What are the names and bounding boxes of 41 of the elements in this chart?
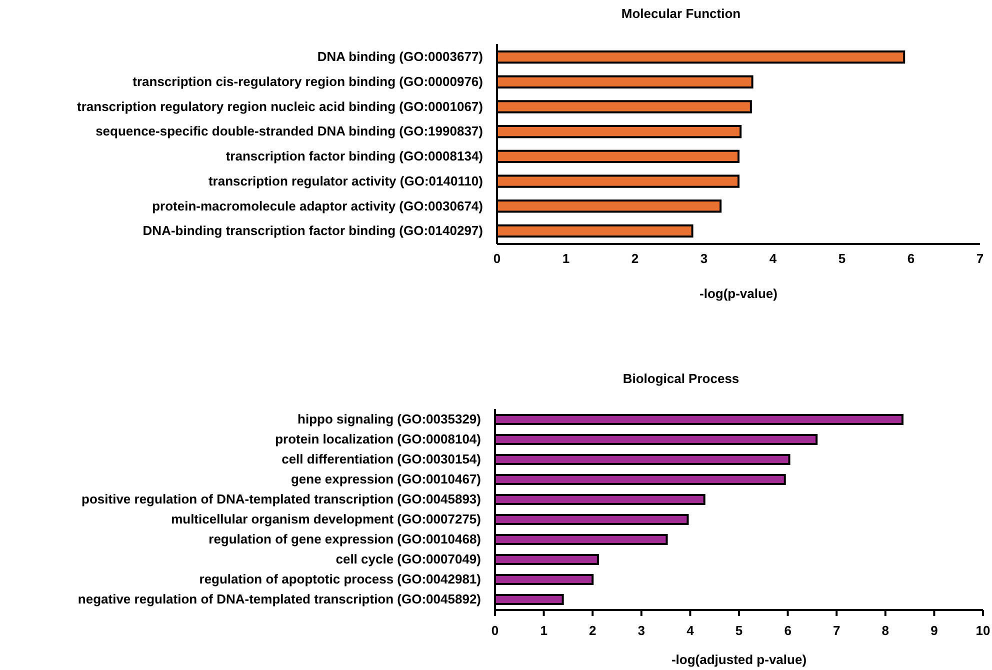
- chart-title: Molecular Function: [621, 6, 741, 21]
- y-tick-label: protein localization (GO:0008104): [275, 432, 481, 447]
- x-tick-label: 2: [631, 251, 639, 266]
- x-tick-label: 6: [784, 623, 792, 638]
- y-tick-label: sequence-specific double-stranded DNA binding (GO:1990837): [96, 124, 483, 139]
- x-tick-label: 9: [930, 623, 938, 638]
- y-tick-label: cell differentiation (GO:0030154): [282, 452, 481, 467]
- x-tick-label: 3: [700, 251, 708, 266]
- x-tick-label: 10: [976, 623, 990, 638]
- chart-title: Biological Process: [622, 371, 740, 386]
- y-tick-label: transcription cis-regulatory region binding (GO:0000976): [132, 74, 483, 90]
- x-axis-title: -log(p-value): [700, 286, 778, 301]
- x-tick-label: 2: [588, 623, 596, 638]
- y-tick-label: cell cycle (GO:0007049): [336, 552, 481, 567]
- y-tick-label: multicellular organism development (GO:0007275): [171, 512, 481, 527]
- x-tick-label: 7: [976, 251, 984, 266]
- y-tick-label: DNA-binding transcription factor binding (GO:0140297): [142, 223, 483, 238]
- y-tick-label: protein-macromolecule adaptor activity (GO:0030674): [152, 198, 483, 214]
- y-tick-label: gene expression (GO:0010467): [290, 472, 481, 487]
- x-tick-label: 1: [562, 251, 570, 266]
- x-tick-label: 3: [638, 623, 646, 638]
- y-tick-label: transcription regulatory region nucleic acid binding (GO:0001067): [77, 98, 483, 114]
- y-tick-label: negative regulation of DNA-templated transcription (GO:0045892): [78, 592, 481, 607]
- x-tick-label: 5: [735, 623, 743, 638]
- x-tick-label: 4: [769, 251, 778, 266]
- y-tick-label: hippo signaling (GO:0035329): [298, 412, 481, 427]
- y-tick-label: DNA binding (GO:0003677): [317, 49, 483, 64]
- y-tick-label: positive regulation of DNA-templated transcription (GO:0045893): [82, 492, 481, 507]
- y-tick-label: regulation of gene expression (GO:0010468): [208, 532, 481, 547]
- x-tick-label: 6: [907, 251, 915, 266]
- x-tick-label: 5: [838, 251, 846, 266]
- x-tick-label: 7: [832, 623, 840, 638]
- y-tick-label: transcription regulator activity (GO:0140110): [208, 173, 483, 188]
- x-tick-label: 0: [493, 251, 501, 266]
- x-tick-label: 4: [686, 623, 695, 638]
- y-tick-label: regulation of apoptotic process (GO:0042981): [199, 572, 481, 587]
- x-tick-label: 0: [491, 623, 499, 638]
- x-tick-label: 1: [540, 623, 548, 638]
- x-axis-title: -log(adjusted p-value): [671, 652, 807, 667]
- y-tick-label: transcription factor binding (GO:0008134): [226, 148, 483, 164]
- x-tick-label: 8: [882, 623, 890, 638]
